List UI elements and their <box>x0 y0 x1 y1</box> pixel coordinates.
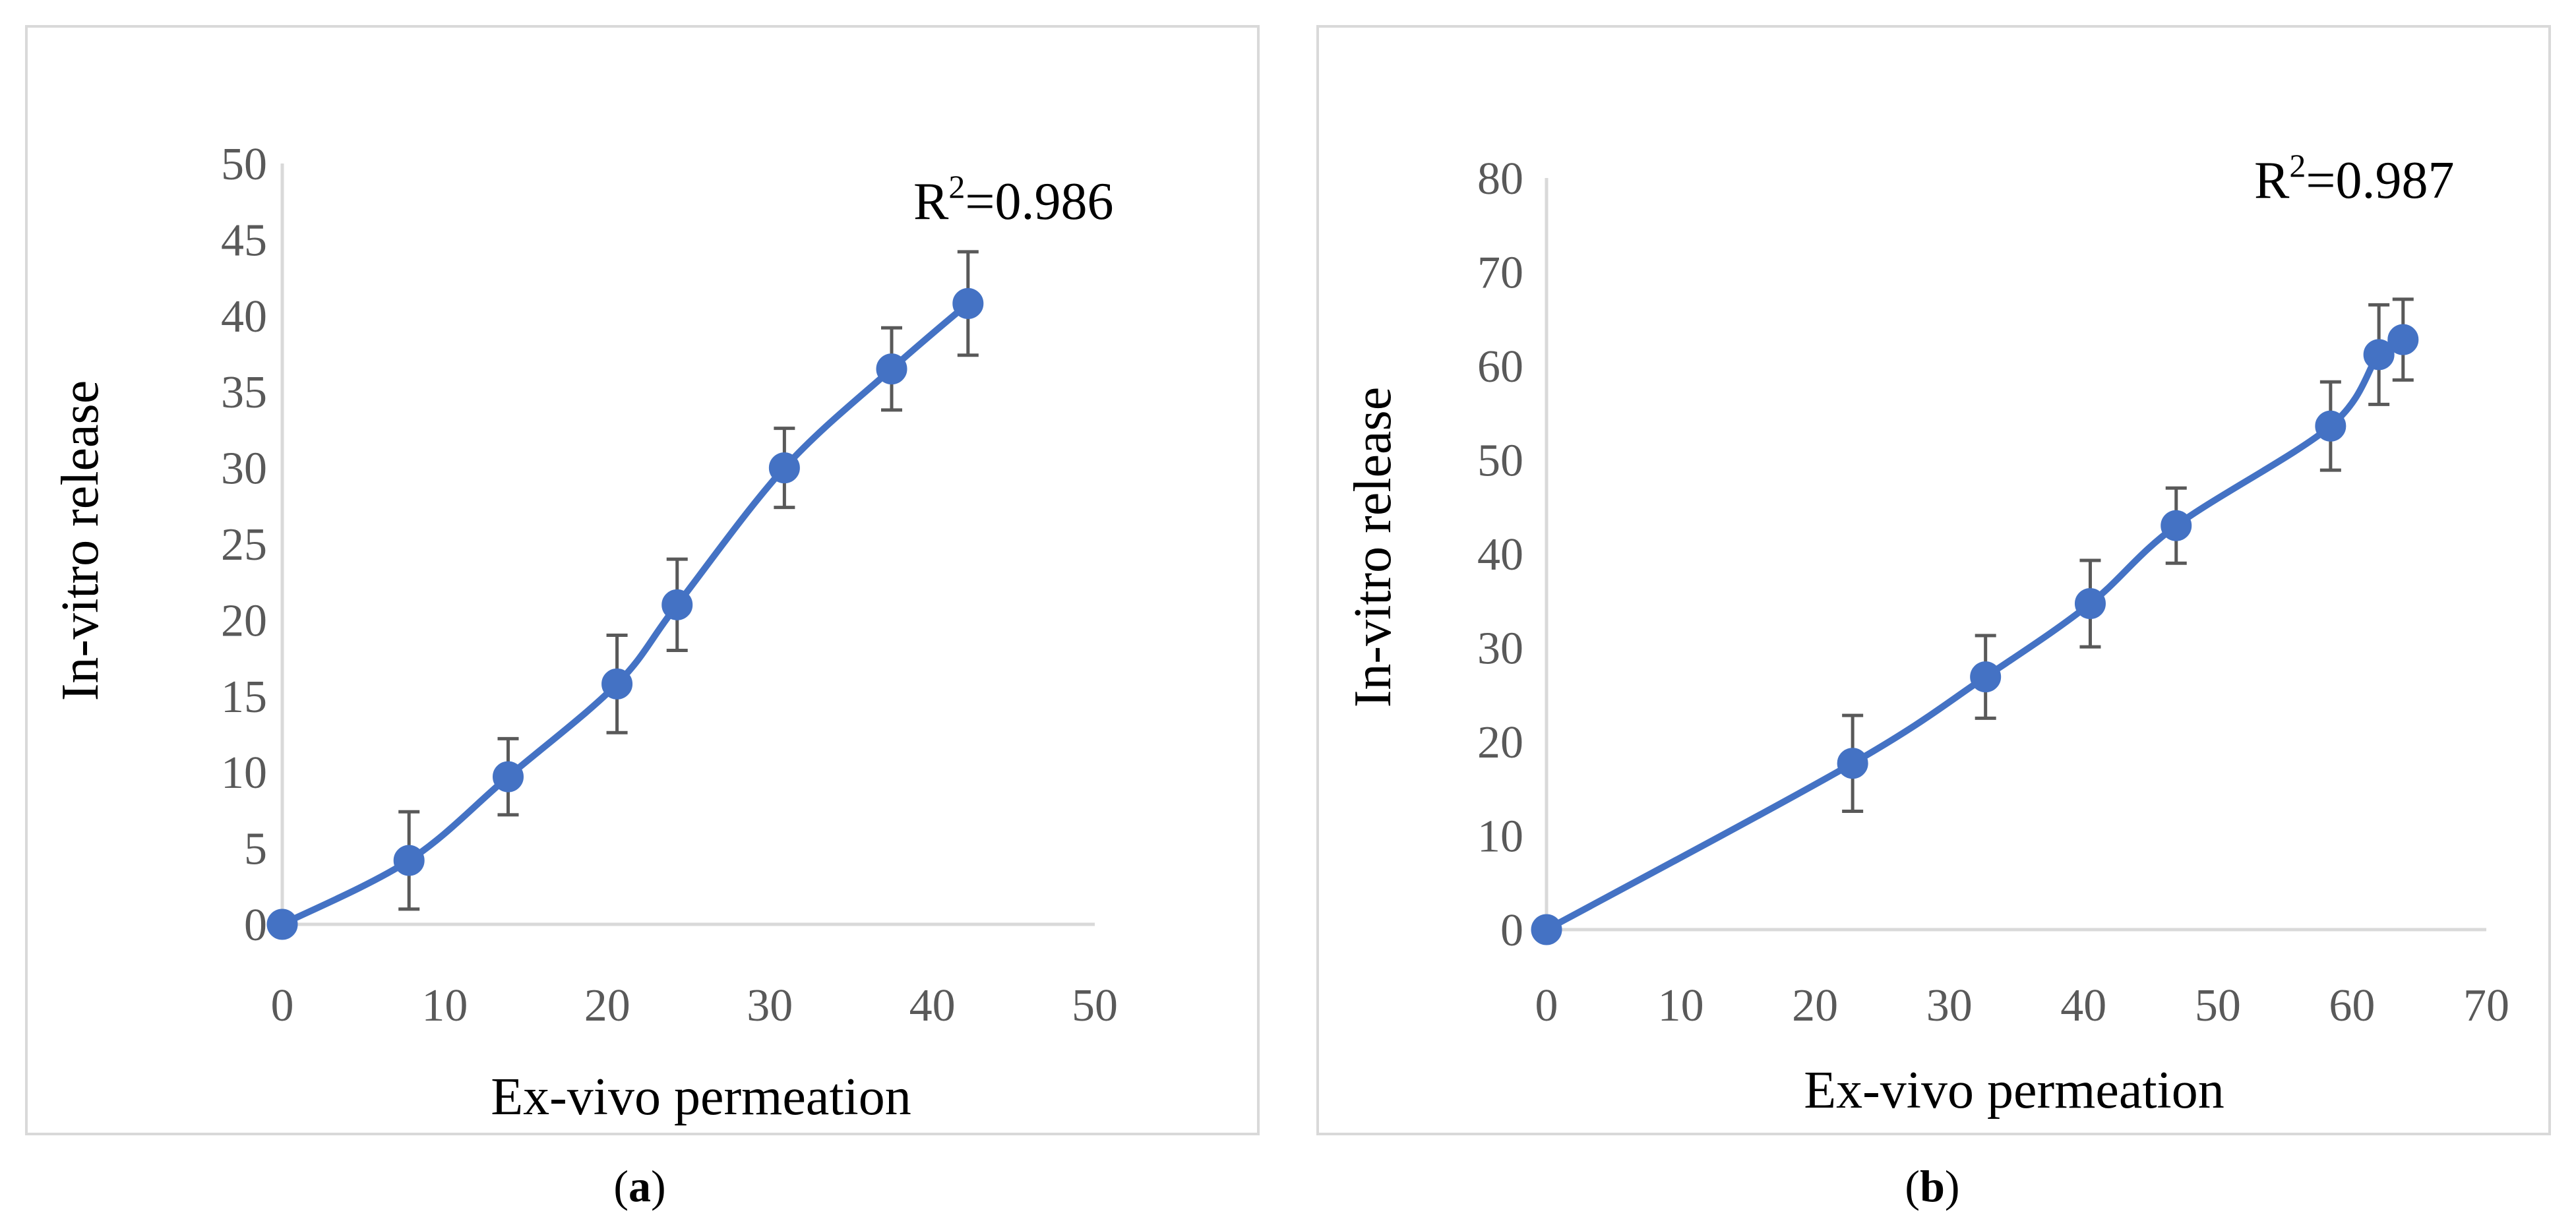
chart-a-data-point <box>601 668 633 700</box>
chart-a-r2-base: R <box>913 173 949 231</box>
chart-b-x-tick-label: 10 <box>1658 980 1704 1031</box>
chart-a-y-tick-label: 5 <box>244 824 267 875</box>
chart-b-data-point <box>2074 588 2106 620</box>
chart-a-y-tick-label: 0 <box>244 900 267 951</box>
chart-b-x-tick-label: 70 <box>2463 980 2509 1031</box>
chart-b-y-tick-label: 20 <box>1477 717 1523 768</box>
chart-a-caption: (a) <box>613 1161 665 1211</box>
chart-b-y-tick-label: 70 <box>1477 248 1523 299</box>
chart-a-x-axis-title: Ex-vivo permeation <box>491 1068 911 1126</box>
chart-b-plot-area: 0 10 20 30 40 50 60 70 80 0 10 20 30 40 50 60 70 <box>1477 154 2509 1031</box>
chart-a-x-tick-label: 40 <box>909 980 956 1031</box>
chart-b-data-point <box>1837 748 1868 779</box>
chart-a-frame <box>25 25 1260 1135</box>
chart-a-r2-value: =0.986 <box>965 173 1113 231</box>
chart-b-x-axis-title: Ex-vivo permeation <box>1804 1061 2224 1119</box>
chart-a-x-tick-label: 10 <box>421 980 468 1031</box>
chart-b-y-axis-title: In-vitro release <box>1344 387 1402 707</box>
chart-a-y-tick-label: 45 <box>221 215 267 266</box>
chart-b-data-point <box>2363 339 2395 371</box>
chart-a-y-tick-label: 30 <box>221 444 267 494</box>
chart-b-series-line <box>1543 336 2407 933</box>
chart-a-data-point <box>876 353 907 385</box>
chart-a-r2-annotation: R2=0.986 <box>913 168 1113 231</box>
chart-b-x-tick-label: 20 <box>1792 980 1838 1031</box>
chart-b-x-tick-label: 0 <box>1535 980 1558 1031</box>
chart-b-caption-label: b <box>1920 1161 1945 1211</box>
chart-b-x-tick-label: 30 <box>1926 980 1973 1031</box>
chart-b-r2-annotation: R2=0.987 <box>2254 147 2454 210</box>
chart-b-x-tick-label: 40 <box>2060 980 2106 1031</box>
chart-b-y-tick-label: 40 <box>1477 529 1523 580</box>
chart-b-y-tick-label: 30 <box>1477 624 1523 674</box>
chart-b-data-point <box>2387 324 2419 355</box>
chart-a-data-point <box>768 452 800 484</box>
chart-b-y-tick-label: 60 <box>1477 342 1523 392</box>
chart-a-y-tick-label: 25 <box>221 520 267 570</box>
chart-b-frame <box>1316 25 2551 1135</box>
chart-a-x-tick-label: 0 <box>271 980 294 1031</box>
chart-a-x-tick-label: 50 <box>1072 980 1118 1031</box>
chart-a-y-tick-label: 40 <box>221 291 267 342</box>
chart-b-r2-value: =0.987 <box>2306 152 2454 210</box>
chart-a-y-tick-label: 50 <box>221 139 267 190</box>
chart-b-data-point <box>1531 914 1562 945</box>
chart-b-data-point <box>2315 410 2346 442</box>
chart-a-series-line <box>279 300 971 928</box>
chart-b-x-tick-label: 50 <box>2195 980 2241 1031</box>
chart-a-data-point <box>952 287 984 319</box>
chart-a-y-tick-label: 15 <box>221 672 267 723</box>
chart-a-plot-area: 0 5 10 15 20 25 30 35 40 45 50 0 10 20 30 40 50 <box>221 139 1118 1031</box>
chart-a-data-point <box>393 845 425 876</box>
chart-b-y-tick-label: 50 <box>1477 436 1523 487</box>
chart-a-x-tick-label: 30 <box>747 980 793 1031</box>
chart-a-data-point <box>661 589 693 620</box>
chart-a-y-axis-title: In-vitro release <box>51 380 109 701</box>
chart-b-y-tick-label: 80 <box>1477 154 1523 204</box>
chart-a-data-point <box>492 761 524 792</box>
chart-a-caption-label: a <box>629 1161 651 1211</box>
chart-a-data-point <box>266 909 298 940</box>
chart-b-r2-superscript: 2 <box>2289 147 2306 184</box>
chart-b-x-tick-label: 60 <box>2329 980 2375 1031</box>
chart-b-caption: (b) <box>1905 1161 1959 1211</box>
chart-a-r2-superscript: 2 <box>948 168 965 205</box>
chart-panel-b: 0 10 20 30 40 50 60 70 80 0 10 20 30 40 50 60 70 Ex-vivo… <box>1316 25 2551 1211</box>
chart-b-r2-base: R <box>2254 152 2290 210</box>
chart-b-data-point <box>2161 510 2192 541</box>
chart-a-y-tick-label: 35 <box>221 367 267 418</box>
chart-a-y-tick-label: 20 <box>221 595 267 646</box>
chart-a-x-tick-label: 20 <box>584 980 630 1031</box>
chart-b-data-point <box>1970 661 2002 693</box>
chart-b-y-tick-label: 0 <box>1500 905 1523 956</box>
chart-panel-a: 0 5 10 15 20 25 30 35 40 45 50 0 10 20 30 40 50 Ex-vivo … <box>25 25 1260 1211</box>
chart-b-y-tick-label: 10 <box>1477 812 1523 862</box>
chart-a-y-tick-label: 10 <box>221 748 267 798</box>
